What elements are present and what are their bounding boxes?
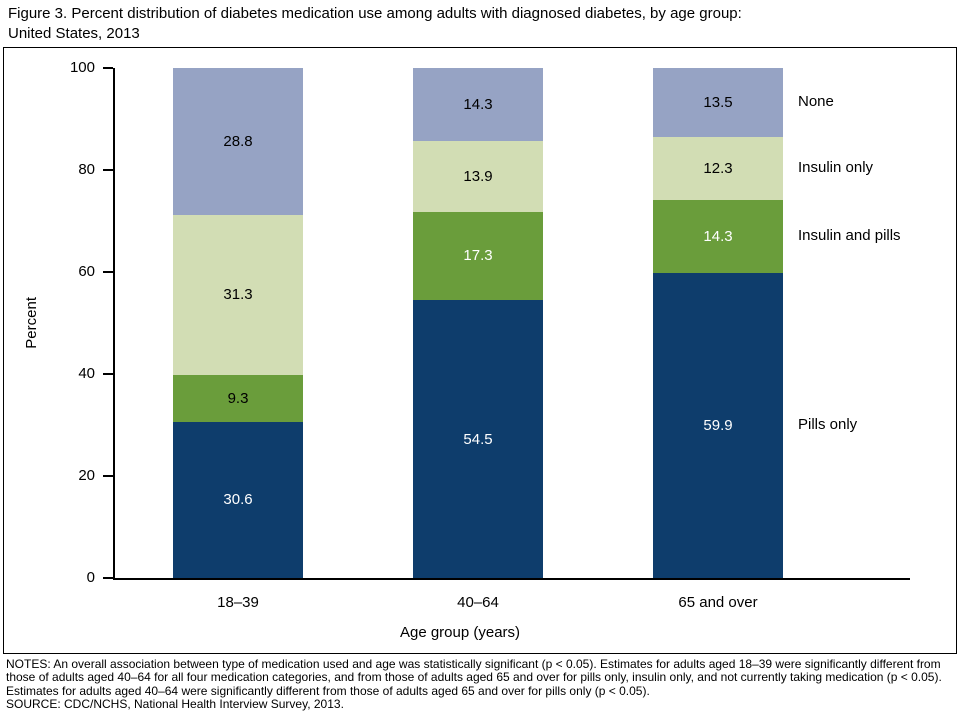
notes-text: NOTES: An overall association between ty…	[6, 657, 942, 698]
legend-label: None	[798, 93, 834, 111]
source-text: SOURCE: CDC/NCHS, National Health Interv…	[6, 697, 344, 712]
category-label: 18–39	[217, 594, 259, 611]
y-tick-label: 0	[86, 569, 95, 586]
y-tick-mark	[103, 67, 113, 70]
y-tick-mark	[103, 373, 113, 375]
y-axis-label-wrap: Percent	[20, 68, 42, 578]
y-tick-label: 80	[78, 161, 95, 178]
y-tick-label: 60	[78, 263, 95, 280]
plot-area: Age group (years) 0 20 40 60 80 100 30.6 9.3 31.…	[70, 59, 910, 641]
segment-value-label: 31.3	[223, 286, 253, 304]
segment-value-label: 13.9	[463, 167, 493, 185]
bar-40–64: 54.5 17.3 13.9 14.3	[413, 68, 543, 578]
notes-block: NOTES: An overall association between ty…	[6, 657, 954, 712]
bar-segment: 14.3	[413, 68, 543, 141]
segment-value-label: 30.6	[223, 491, 253, 509]
segment-value-label: 54.5	[463, 430, 493, 448]
category-label: 40–64	[457, 594, 499, 611]
segment-value-label: 13.5	[703, 93, 733, 111]
segment-value-label: 59.9	[703, 416, 733, 434]
bar-segment: 59.9	[653, 272, 783, 578]
category-label: 65 and over	[678, 594, 758, 611]
bar-segment: 12.3	[653, 136, 783, 200]
legend-label: Insulin only	[798, 159, 874, 177]
segment-value-label: 14.3	[703, 227, 733, 245]
segment-value-label: 17.3	[463, 247, 493, 265]
bar-segment: 9.3	[173, 374, 303, 422]
bar-segment: 31.3	[173, 214, 303, 375]
y-tick-mark	[103, 577, 113, 579]
figure-title: Figure 3. Percent distribution of diabet…	[8, 5, 742, 42]
y-axis-label: Percent	[22, 297, 40, 349]
segment-value-label: 12.3	[703, 159, 733, 177]
segment-value-label: 9.3	[227, 389, 249, 407]
chart-frame: Percent Age group (years) 0 20 40 60 80 100 30…	[3, 47, 957, 654]
y-tick-mark	[103, 169, 113, 171]
bar-18–39: 30.6 9.3 31.3 28.8	[173, 68, 303, 578]
y-tick-mark	[103, 271, 113, 273]
x-axis-label: Age group (years)	[399, 624, 521, 641]
bar-segment: 28.8	[173, 68, 303, 215]
bar-segment: 13.5	[653, 68, 783, 137]
bar-segment: 54.5	[413, 300, 543, 578]
bar-segment: 30.6	[173, 421, 303, 578]
y-tick-mark	[103, 475, 113, 477]
legend-label: Pills only	[798, 416, 858, 434]
y-tick-label: 40	[78, 365, 95, 382]
bar-segment: 14.3	[653, 199, 783, 273]
bar-65 and over: 59.9 14.3 12.3 13.5	[653, 68, 783, 578]
segment-value-label: 28.8	[223, 132, 253, 150]
legend-label: Insulin and pills	[798, 227, 901, 245]
y-tick-label: 100	[69, 59, 95, 76]
bar-segment: 13.9	[413, 140, 543, 212]
segment-value-label: 14.3	[463, 96, 493, 113]
y-tick-label: 20	[78, 467, 95, 484]
bar-segment: 17.3	[413, 211, 543, 301]
